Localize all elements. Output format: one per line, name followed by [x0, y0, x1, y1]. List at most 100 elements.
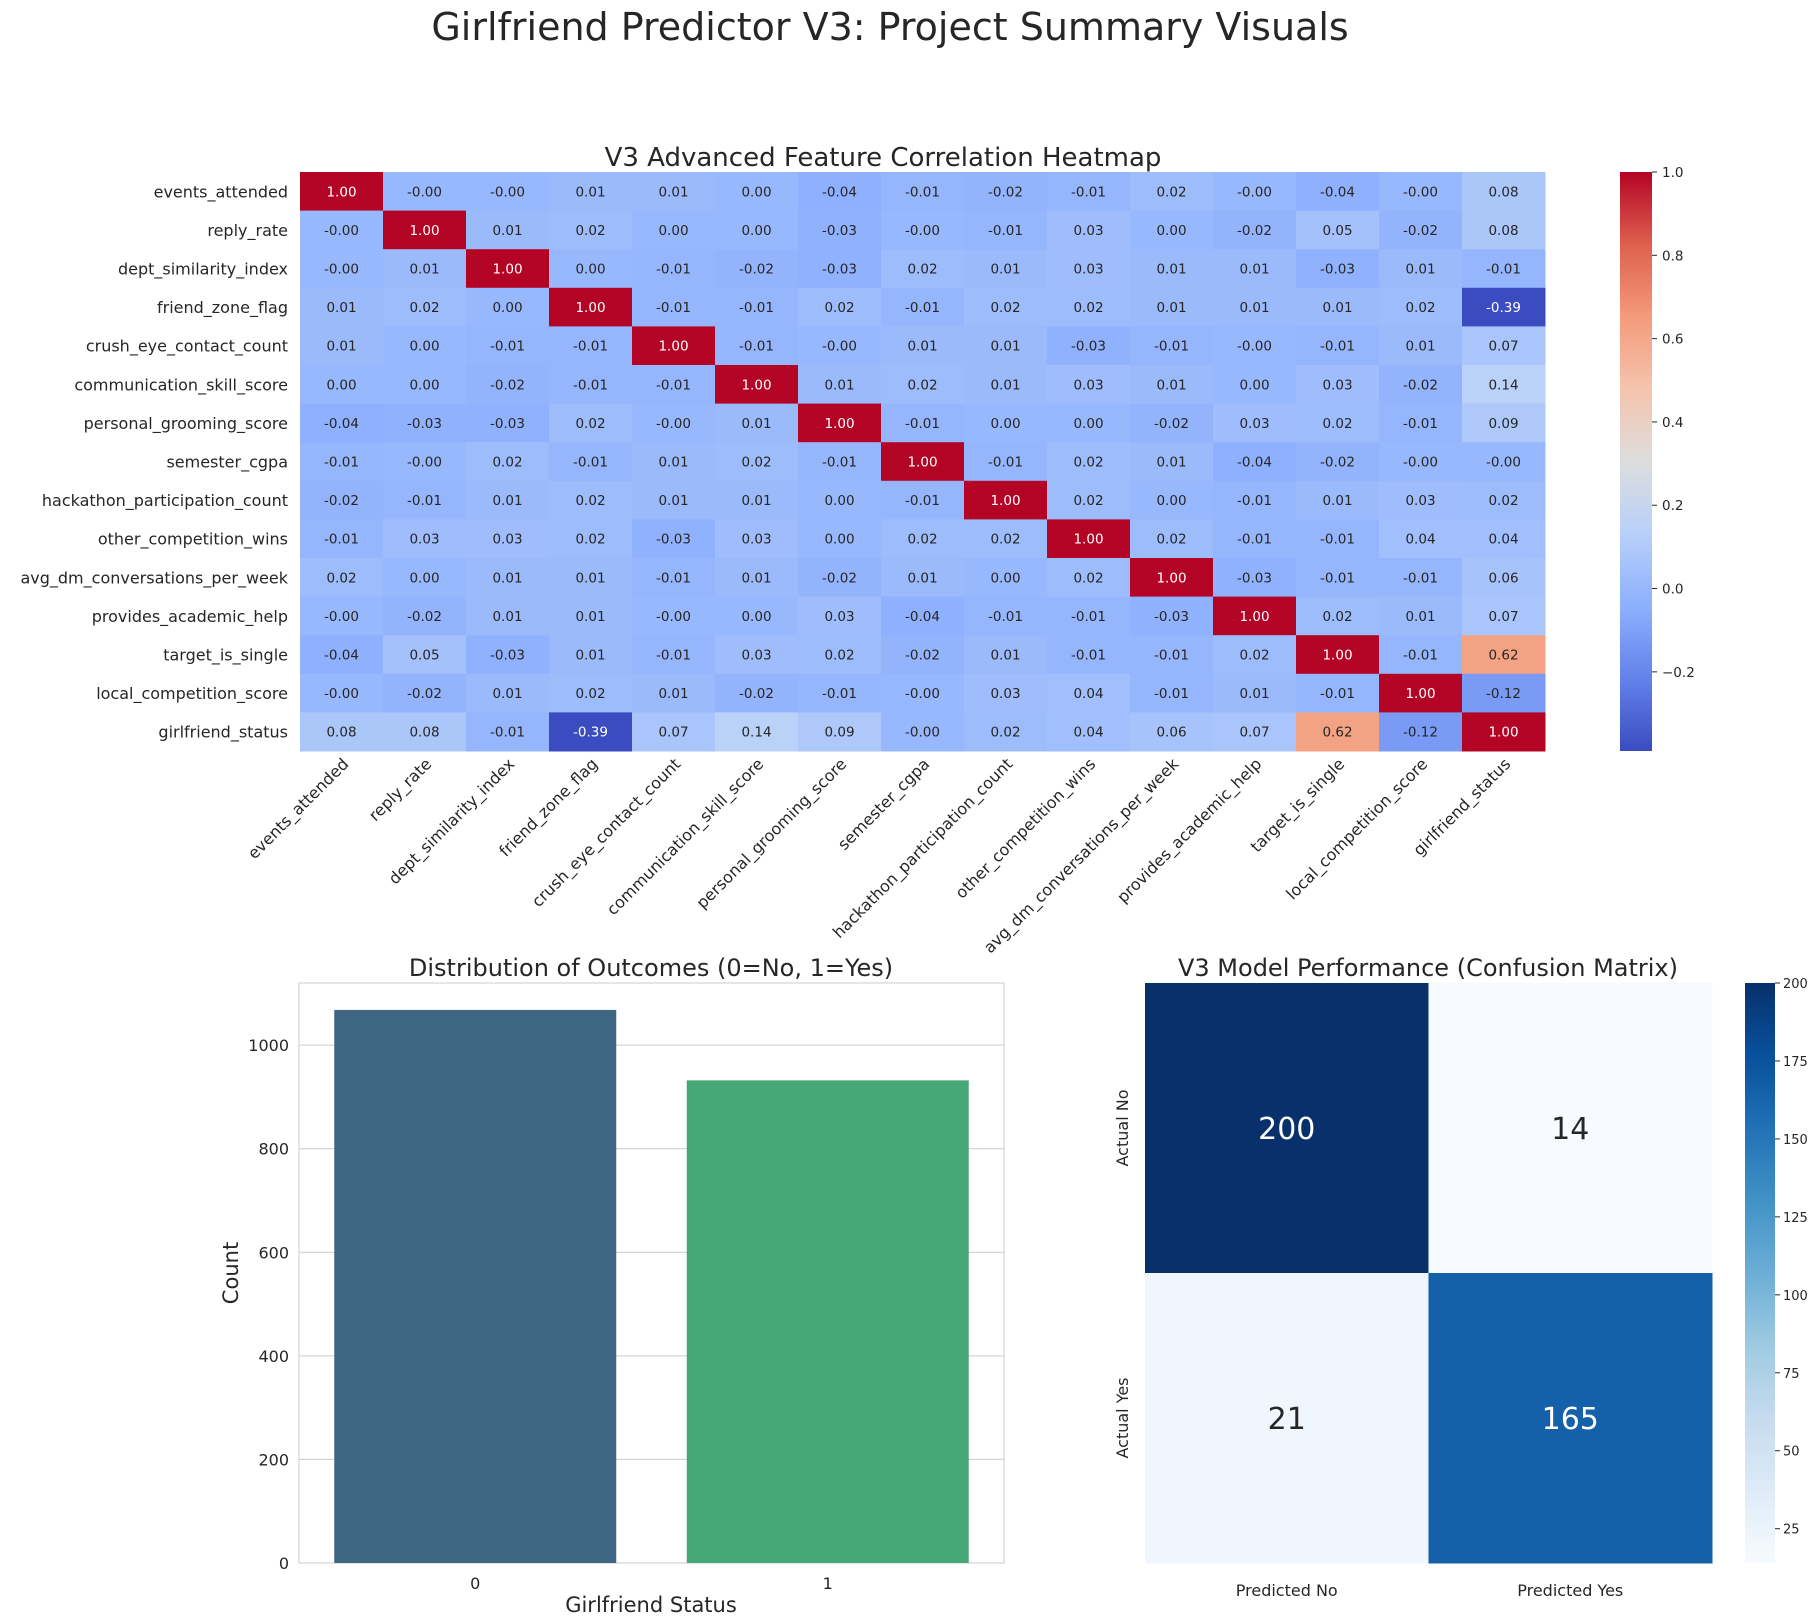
heatmap-cell-label: -0.00	[1237, 184, 1272, 200]
bar-y-tick-label: 400	[258, 1347, 289, 1366]
heatmap-cell-label: 0.02	[492, 455, 522, 471]
heatmap-cell-label: 0.02	[1405, 300, 1435, 316]
heatmap-cell	[549, 326, 633, 366]
heatmap-cell	[798, 403, 882, 443]
heatmap-cell-label: -0.00	[822, 339, 857, 355]
heatmap-cell-label: 1.00	[492, 262, 522, 278]
heatmap-cell	[466, 172, 550, 212]
heatmap-cell-label: -0.02	[1154, 416, 1189, 432]
heatmap-cell	[1047, 365, 1131, 405]
heatmap-cell-label: 0.01	[658, 686, 688, 702]
heatmap-cell	[1462, 480, 1546, 520]
heatmap-column-label: communication_skill_score	[603, 754, 768, 919]
heatmap-cell-label: 0.03	[741, 532, 771, 548]
heatmap-column-label: crush_eye_contact_count	[528, 754, 685, 911]
correlation-heatmap: V3 Advanced Feature Correlation Heatmap …	[20, 143, 1694, 958]
heatmap-cell	[1130, 249, 1214, 289]
confusion-row-label: Actual Yes	[1113, 1377, 1132, 1458]
heatmap-column-label: personal_grooming_score	[692, 754, 851, 913]
heatmap-cell-label: 0.00	[741, 609, 771, 625]
bar-x-tick-label: 0	[470, 1574, 480, 1593]
heatmap-cell-label: -0.02	[1403, 223, 1438, 239]
heatmap-cell-label: 0.02	[824, 300, 854, 316]
heatmap-cell-label: -0.00	[905, 725, 940, 741]
heatmap-cell-label: 0.05	[1322, 223, 1352, 239]
heatmap-cell	[1047, 635, 1131, 675]
heatmap-cell	[1379, 365, 1463, 405]
confusion-matrix-title: V3 Model Performance (Confusion Matrix)	[1178, 954, 1678, 982]
heatmap-cell	[798, 210, 882, 250]
heatmap-cell	[1213, 712, 1297, 752]
heatmap-cell	[1130, 442, 1214, 482]
heatmap-cell	[1213, 480, 1297, 520]
heatmap-cell-label: -0.01	[573, 377, 608, 393]
heatmap-cell-label: -0.02	[490, 377, 525, 393]
colorbar-tick-label: 1.0	[1662, 165, 1683, 181]
heatmap-cell	[1462, 558, 1546, 598]
bar-y-tick-label: 200	[258, 1450, 289, 1469]
heatmap-cell	[715, 558, 799, 598]
heatmap-cell	[1130, 326, 1214, 366]
heatmap-cell	[383, 365, 467, 405]
heatmap-cell-label: 1.00	[1405, 686, 1435, 702]
heatmap-column-label: local_competition_score	[1282, 754, 1432, 904]
heatmap-cell-label: 0.01	[1322, 493, 1352, 509]
heatmap-cell-label: -0.01	[1237, 493, 1272, 509]
heatmap-cell	[383, 172, 467, 212]
heatmap-cell-label: 0.06	[1488, 570, 1518, 586]
heatmap-cell-label: 0.04	[1405, 532, 1435, 548]
heatmap-cell	[1379, 172, 1463, 212]
heatmap-column-label: hackathon_participation_count	[829, 754, 1017, 942]
heatmap-cell-label: 0.00	[1156, 493, 1186, 509]
heatmap-cell	[715, 712, 799, 752]
heatmap-cell	[964, 326, 1048, 366]
heatmap-cell-label: 1.00	[1073, 532, 1103, 548]
heatmap-cell	[1379, 442, 1463, 482]
bar-y-tick-label: 800	[258, 1140, 289, 1159]
heatmap-cell-label: 0.02	[1322, 609, 1352, 625]
heatmap-cell	[1462, 442, 1546, 482]
heatmap-cell	[881, 365, 965, 405]
heatmap-cell-label: -0.01	[656, 377, 691, 393]
heatmap-row-label: events_attended	[154, 182, 288, 202]
heatmap-cell-label: 0.00	[990, 570, 1020, 586]
heatmap-cell-label: -0.04	[822, 184, 857, 200]
heatmap-cell-label: 0.03	[990, 686, 1020, 702]
heatmap-cell	[1047, 519, 1131, 559]
heatmap-cell	[881, 172, 965, 212]
heatmap-cell-label: -0.01	[905, 184, 940, 200]
heatmap-cell-label: -0.01	[1320, 339, 1355, 355]
heatmap-cell-label: 0.03	[1239, 416, 1269, 432]
heatmap-cell	[1296, 287, 1380, 327]
heatmap-cell	[1296, 673, 1380, 713]
heatmap-cell	[1130, 287, 1214, 327]
bar-x-axis-label: Girlfriend Status	[565, 1593, 737, 1617]
heatmap-cell-label: -0.01	[905, 300, 940, 316]
heatmap-cell	[1213, 442, 1297, 482]
heatmap-cell	[881, 596, 965, 636]
heatmap-cell-label: -0.00	[324, 262, 359, 278]
heatmap-cell-label: -0.01	[1320, 532, 1355, 548]
heatmap-cell-label: 0.01	[1405, 262, 1435, 278]
heatmap-cell-label: -0.01	[1071, 184, 1106, 200]
colorbar-gradient	[1745, 983, 1775, 1563]
confusion-cell-label: 165	[1542, 1402, 1599, 1437]
heatmap-cell	[300, 210, 384, 250]
heatmap-cell-label: 0.02	[907, 262, 937, 278]
heatmap-cell	[549, 287, 633, 327]
heatmap-cell-label: 0.05	[409, 648, 439, 664]
heatmap-cell-label: 0.01	[409, 262, 439, 278]
heatmap-cell	[1213, 673, 1297, 713]
heatmap-cell	[1462, 365, 1546, 405]
heatmap-cell	[1130, 635, 1214, 675]
heatmap-cell-label: -0.01	[739, 300, 774, 316]
heatmap-cell	[1213, 172, 1297, 212]
heatmap-cell	[632, 635, 716, 675]
heatmap-cell	[632, 558, 716, 598]
heatmap-cell-label: 0.02	[824, 648, 854, 664]
heatmap-cell	[881, 712, 965, 752]
heatmap-cell-label: 0.02	[1073, 455, 1103, 471]
heatmap-cell	[1296, 249, 1380, 289]
heatmap-cell	[881, 519, 965, 559]
heatmap-cell-label: -0.02	[905, 648, 940, 664]
